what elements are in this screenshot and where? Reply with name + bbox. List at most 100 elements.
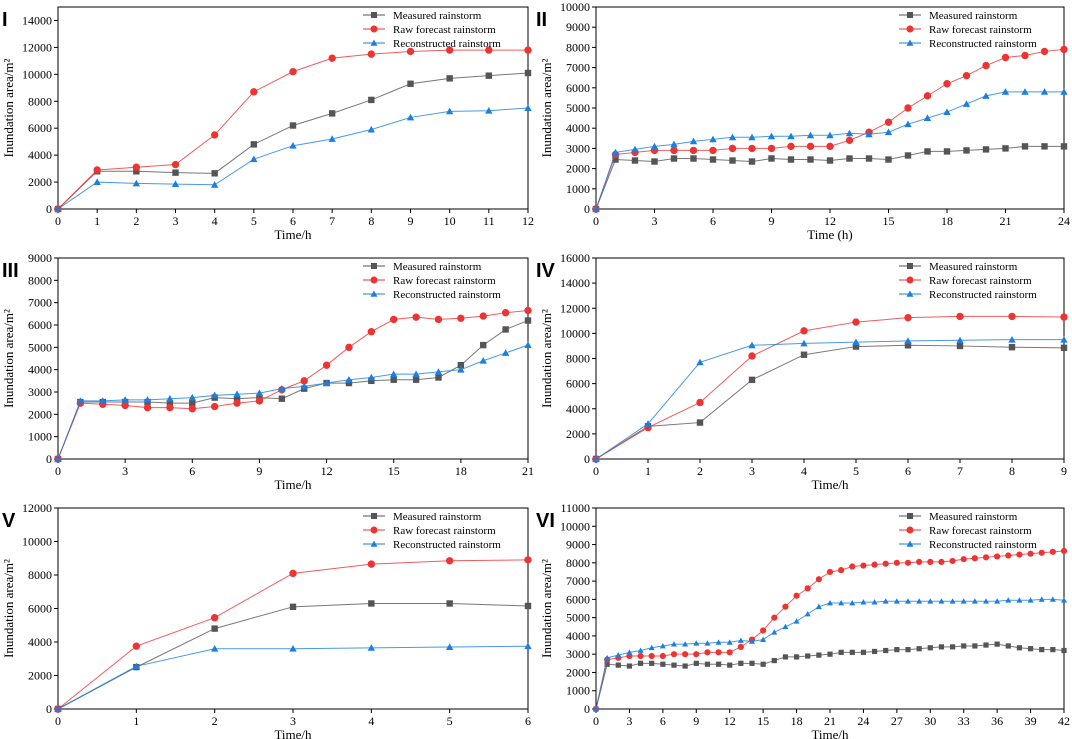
data-point xyxy=(956,312,964,321)
legend-label: Raw forecast rainstorm xyxy=(929,275,1032,287)
data-point xyxy=(760,627,767,634)
data-point xyxy=(1061,647,1067,654)
x-tick-label: 36 xyxy=(991,714,1003,728)
data-point xyxy=(760,636,767,642)
data-point xyxy=(865,130,873,138)
data-point xyxy=(368,377,375,385)
data-point xyxy=(457,365,465,373)
data-point xyxy=(626,649,633,655)
data-point xyxy=(737,637,744,643)
x-tick-label: 2 xyxy=(697,464,703,478)
data-point xyxy=(1060,45,1068,54)
data-point xyxy=(715,661,722,667)
series-line xyxy=(57,344,529,460)
y-tick-label: 10000 xyxy=(22,67,52,81)
x-tick-label: 3 xyxy=(290,714,296,728)
panel-I: 0 1 2 3 4 5 6 7 8 9 10 11 12020004000600080001000012… xyxy=(1,6,534,242)
series-measured xyxy=(592,342,1068,463)
y-axis-label: Inundation area/m² xyxy=(539,559,554,658)
y-tick-label: 10000 xyxy=(560,519,590,533)
data-point xyxy=(800,351,808,358)
series-raw xyxy=(54,306,532,463)
data-point xyxy=(696,398,704,407)
data-point xyxy=(849,649,855,655)
series-line xyxy=(595,315,1065,460)
data-point xyxy=(121,401,129,410)
y-tick-label: 8000 xyxy=(566,352,590,366)
y-tick-label: 8000 xyxy=(566,40,590,54)
data-point xyxy=(971,598,978,604)
data-point xyxy=(445,643,454,650)
data-point xyxy=(709,135,717,143)
data-point xyxy=(211,170,218,177)
legend-marker xyxy=(906,290,914,297)
series-recon xyxy=(54,341,532,462)
data-point xyxy=(982,146,990,153)
data-point xyxy=(1038,596,1045,602)
data-point xyxy=(289,569,297,578)
data-point xyxy=(289,142,297,149)
data-point xyxy=(893,559,900,566)
x-tick-label: 12 xyxy=(321,464,333,478)
y-tick-label: 1000 xyxy=(28,430,52,444)
data-point xyxy=(626,663,633,669)
legend-marker xyxy=(371,513,377,519)
y-axis-label: Inundation area/m² xyxy=(1,309,16,408)
data-point xyxy=(972,643,978,649)
x-tick-label: 11 xyxy=(483,214,495,228)
data-point xyxy=(1016,551,1023,558)
data-point xyxy=(904,120,912,128)
series-recon xyxy=(54,642,532,712)
series-line xyxy=(57,320,529,460)
x-tick-label: 39 xyxy=(1025,714,1037,728)
y-tick-label: 2000 xyxy=(28,669,52,683)
data-point xyxy=(233,399,241,407)
series-line xyxy=(57,309,529,460)
data-point xyxy=(806,142,815,151)
data-point xyxy=(524,341,532,349)
data-point xyxy=(871,561,878,568)
data-point xyxy=(93,178,101,186)
data-point xyxy=(690,155,697,162)
data-point xyxy=(693,640,700,646)
y-tick-label: 4000 xyxy=(566,121,590,135)
data-point xyxy=(367,560,376,568)
data-point xyxy=(962,71,971,80)
x-tick-label: 3 xyxy=(626,714,632,728)
data-point xyxy=(983,642,989,648)
data-point xyxy=(670,146,678,155)
x-tick-label: 0 xyxy=(55,714,61,728)
series-measured xyxy=(54,317,532,463)
y-tick-label: 0 xyxy=(46,702,52,716)
data-point xyxy=(885,156,892,163)
data-point xyxy=(670,651,678,658)
data-point xyxy=(994,598,1001,604)
y-tick-label: 6000 xyxy=(566,81,590,95)
data-point xyxy=(1027,550,1034,557)
series-line xyxy=(57,645,529,710)
data-point xyxy=(651,158,658,165)
series-measured xyxy=(592,143,1068,213)
data-point xyxy=(171,160,180,169)
data-point xyxy=(1060,313,1068,321)
x-tick-label: 10 xyxy=(444,214,456,228)
data-point xyxy=(827,651,833,657)
data-point xyxy=(1038,549,1045,556)
series-line xyxy=(595,48,1065,210)
data-point xyxy=(604,654,611,661)
data-point xyxy=(748,352,756,360)
y-tick-label: 6000 xyxy=(28,318,52,332)
data-point xyxy=(905,598,911,604)
x-tick-label: 9 xyxy=(693,714,699,728)
data-point xyxy=(838,649,844,655)
data-point xyxy=(805,653,811,659)
data-point xyxy=(457,314,465,322)
data-point xyxy=(927,598,934,604)
data-point xyxy=(210,614,219,622)
y-tick-label: 4000 xyxy=(28,635,52,649)
y-tick-label: 7000 xyxy=(28,296,52,310)
y-tick-label: 2000 xyxy=(566,162,590,176)
data-point xyxy=(233,390,241,398)
series-recon xyxy=(592,88,1068,212)
x-tick-label: 2 xyxy=(212,714,218,728)
